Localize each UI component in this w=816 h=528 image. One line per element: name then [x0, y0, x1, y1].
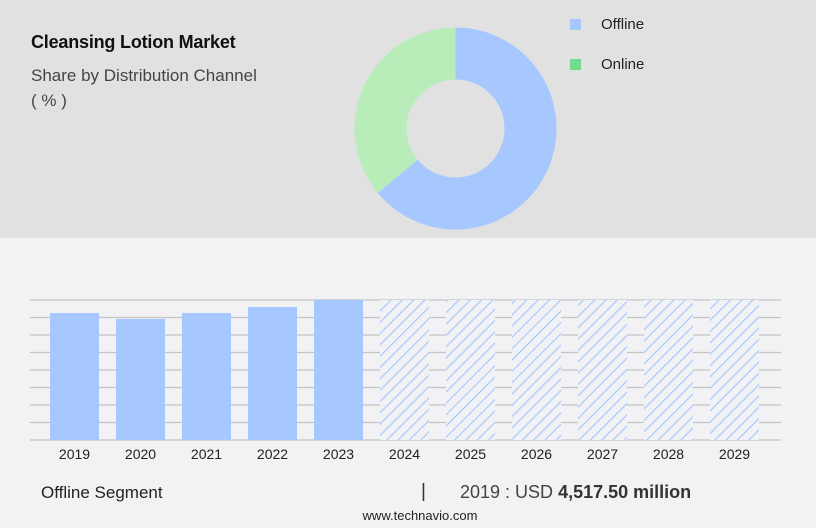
x-tick-label: 2028	[653, 446, 684, 462]
x-tick-label: 2029	[719, 446, 750, 462]
bar-2028	[644, 300, 693, 440]
x-tick-label: 2022	[257, 446, 288, 462]
value-prefix: 2019 : USD	[460, 482, 559, 502]
bar-2029	[710, 300, 759, 440]
subtitle-text: Share by Distribution Channel	[31, 66, 257, 85]
x-tick-label: 2026	[521, 446, 552, 462]
bars	[50, 299, 759, 440]
footer-separator: |	[421, 481, 426, 502]
chart-subtitle: Share by Distribution Channel ( % )	[31, 63, 257, 113]
bar-2026	[512, 300, 561, 440]
subtitle-unit: ( % )	[31, 91, 67, 110]
bar-2021	[182, 312, 231, 440]
donut-chart	[354, 27, 557, 230]
legend-label: Offline	[601, 15, 645, 33]
x-tick-label: 2024	[389, 446, 420, 462]
segment-label: Offline Segment	[41, 483, 163, 502]
x-tick-label: 2027	[587, 446, 618, 462]
source-url: www.technavio.com	[362, 508, 478, 523]
legend-label: Online	[601, 55, 645, 73]
legend: Offline Online	[570, 14, 644, 94]
bar-chart: 2019 2020 2021 2022 2023 2024 2025 2026 2027 2028…	[30, 299, 781, 462]
x-tick-label: 2021	[191, 446, 222, 462]
value-amount: 4,517.50 million	[558, 482, 692, 502]
bar-2025	[446, 300, 495, 440]
x-tick-label: 2023	[323, 446, 354, 462]
legend-item-offline: Offline	[570, 14, 644, 34]
bar-2027	[578, 300, 627, 440]
x-tick-label: 2025	[455, 446, 486, 462]
bar-2024	[380, 300, 429, 440]
x-tick-label: 2019	[59, 446, 90, 462]
bar-2020	[116, 318, 165, 440]
donut-slice-online	[354, 27, 456, 193]
chart-title: Cleansing Lotion Market	[31, 32, 236, 52]
donut-slice-offline	[377, 27, 557, 230]
x-tick-label: 2020	[125, 446, 156, 462]
legend-item-online: Online	[570, 54, 644, 74]
x-axis-labels: 2019 2020 2021 2022 2023 2024 2025 2026 2027 2028…	[59, 446, 750, 462]
legend-swatch-online	[570, 58, 581, 70]
bar-2023	[314, 299, 363, 440]
bar-2019	[50, 313, 99, 440]
segment-value: 2019 : USD 4,517.50 million	[460, 482, 691, 503]
bar-2022	[248, 307, 297, 440]
legend-swatch-offline	[570, 18, 581, 30]
